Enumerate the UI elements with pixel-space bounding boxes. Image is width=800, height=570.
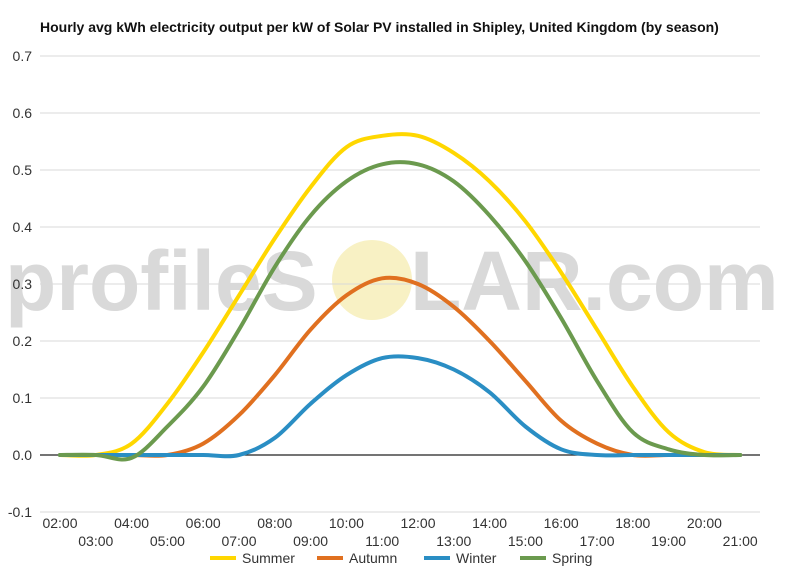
y-tick-label: -0.1: [8, 504, 32, 520]
legend-label-summer: Summer: [242, 550, 295, 566]
y-tick-label: 0.6: [13, 105, 33, 121]
legend: Summer Autumn Winter Spring: [210, 550, 592, 566]
legend-label-winter: Winter: [456, 550, 497, 566]
x-tick-label: 17:00: [579, 533, 614, 549]
x-axis: 02:0003:0004:0005:0006:0007:0008:0009:00…: [42, 515, 757, 549]
series-line-summer: [58, 132, 743, 458]
x-tick-label: 08:00: [257, 515, 292, 531]
x-tick-label: 13:00: [436, 533, 471, 549]
x-tick-label: 19:00: [651, 533, 686, 549]
x-tick-label: 15:00: [508, 533, 543, 549]
x-tick-label: 06:00: [186, 515, 221, 531]
y-axis: -0.1 0.0 0.1 0.2 0.3 0.4 0.5 0.6 0.7: [8, 48, 32, 520]
series-line-spring: [58, 160, 743, 462]
x-tick-label: 21:00: [723, 533, 758, 549]
x-tick-label: 07:00: [221, 533, 256, 549]
watermark-text-right: LAR.com: [410, 234, 779, 328]
x-tick-label: 02:00: [42, 515, 77, 531]
y-tick-label: 0.4: [13, 219, 33, 235]
legend-label-spring: Spring: [552, 550, 592, 566]
y-tick-label: 0.5: [13, 162, 33, 178]
series-line-winter: [58, 354, 743, 459]
y-tick-label: 0.7: [13, 48, 33, 64]
y-tick-label: 0.0: [13, 447, 33, 463]
watermark: profileS LAR.com: [5, 234, 779, 328]
gridlines: [40, 55, 760, 513]
x-tick-label: 20:00: [687, 515, 722, 531]
x-tick-label: 05:00: [150, 533, 185, 549]
chart-title: Hourly avg kWh electricity output per kW…: [40, 19, 719, 35]
y-tick-label: 0.3: [13, 276, 33, 292]
legend-label-autumn: Autumn: [349, 550, 397, 566]
x-tick-label: 12:00: [400, 515, 435, 531]
y-tick-label: 0.1: [13, 390, 33, 406]
x-tick-label: 09:00: [293, 533, 328, 549]
x-tick-label: 03:00: [78, 533, 113, 549]
x-tick-label: 04:00: [114, 515, 149, 531]
x-tick-label: 10:00: [329, 515, 364, 531]
x-tick-label: 14:00: [472, 515, 507, 531]
x-tick-label: 16:00: [544, 515, 579, 531]
y-tick-label: 0.2: [13, 333, 33, 349]
series-lines: [58, 132, 743, 462]
x-tick-label: 18:00: [615, 515, 650, 531]
x-tick-label: 11:00: [365, 533, 399, 549]
